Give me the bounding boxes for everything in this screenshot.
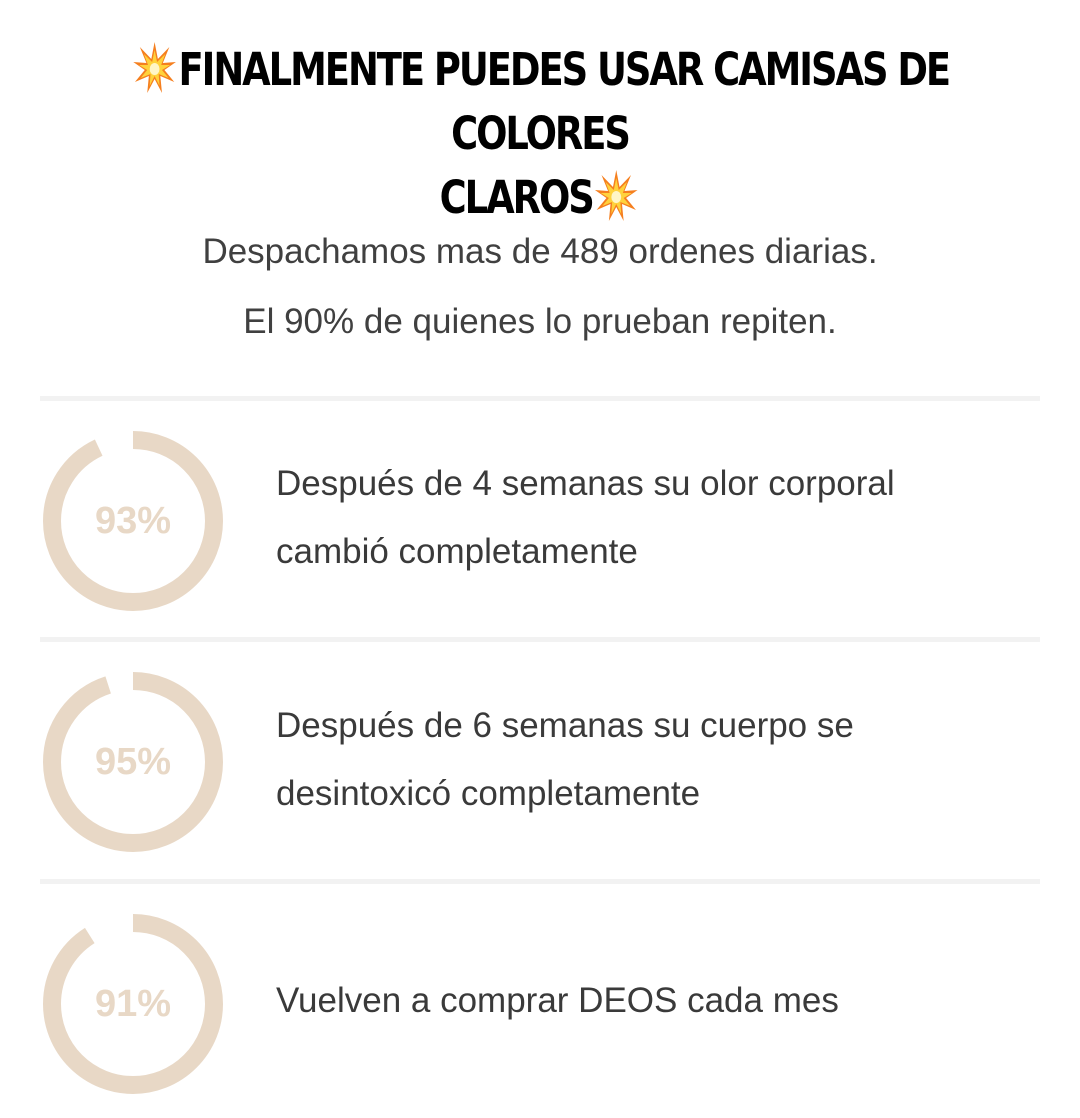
divider — [40, 879, 1040, 884]
progress-ring: 95% — [40, 669, 226, 855]
progress-arc — [43, 914, 223, 1094]
stat-item: 91% Vuelven a comprar DEOS cada mes — [40, 911, 1040, 1101]
progress-ring: 91% — [40, 911, 226, 1097]
headline-line-1: FINALMENTE PUEDES USAR CAMISAS DE COLORE… — [130, 38, 951, 166]
collision-emoji-icon — [594, 169, 638, 223]
stat-description: Vuelven a comprar DEOS cada mes — [276, 981, 839, 1020]
stat-description: Después de 4 semanas su olor corporal ca… — [276, 464, 895, 571]
subtitle-line-1: Despachamos mas de 489 ordenes diarias. — [202, 232, 878, 271]
progress-ring: 93% — [40, 428, 226, 614]
stat-description: Después de 6 semanas su cuerpo se desint… — [276, 706, 854, 813]
divider — [40, 637, 1040, 642]
headline-line-2: CLAROS — [130, 166, 950, 230]
divider — [40, 396, 1040, 401]
progress-arc — [43, 431, 223, 611]
stat-item: 95% Después de 6 semanas su cuerpo se de… — [40, 669, 1040, 859]
collision-emoji-icon — [133, 41, 177, 95]
stat-item: 93% Después de 4 semanas su olor corpora… — [40, 428, 1040, 618]
subtitle-line-2: El 90% de quienes lo prueban repiten. — [243, 302, 837, 341]
progress-percent-label: 91% — [94, 983, 172, 1025]
progress-percent-label: 95% — [94, 741, 172, 783]
headline-text-2: CLAROS — [439, 171, 595, 224]
headline: FINALMENTE PUEDES USAR CAMISAS DE COLORE… — [130, 38, 951, 230]
headline-text-1: FINALMENTE PUEDES USAR CAMISAS DE COLORE… — [178, 43, 951, 160]
progress-arc — [43, 672, 223, 852]
progress-percent-label: 93% — [94, 500, 172, 542]
